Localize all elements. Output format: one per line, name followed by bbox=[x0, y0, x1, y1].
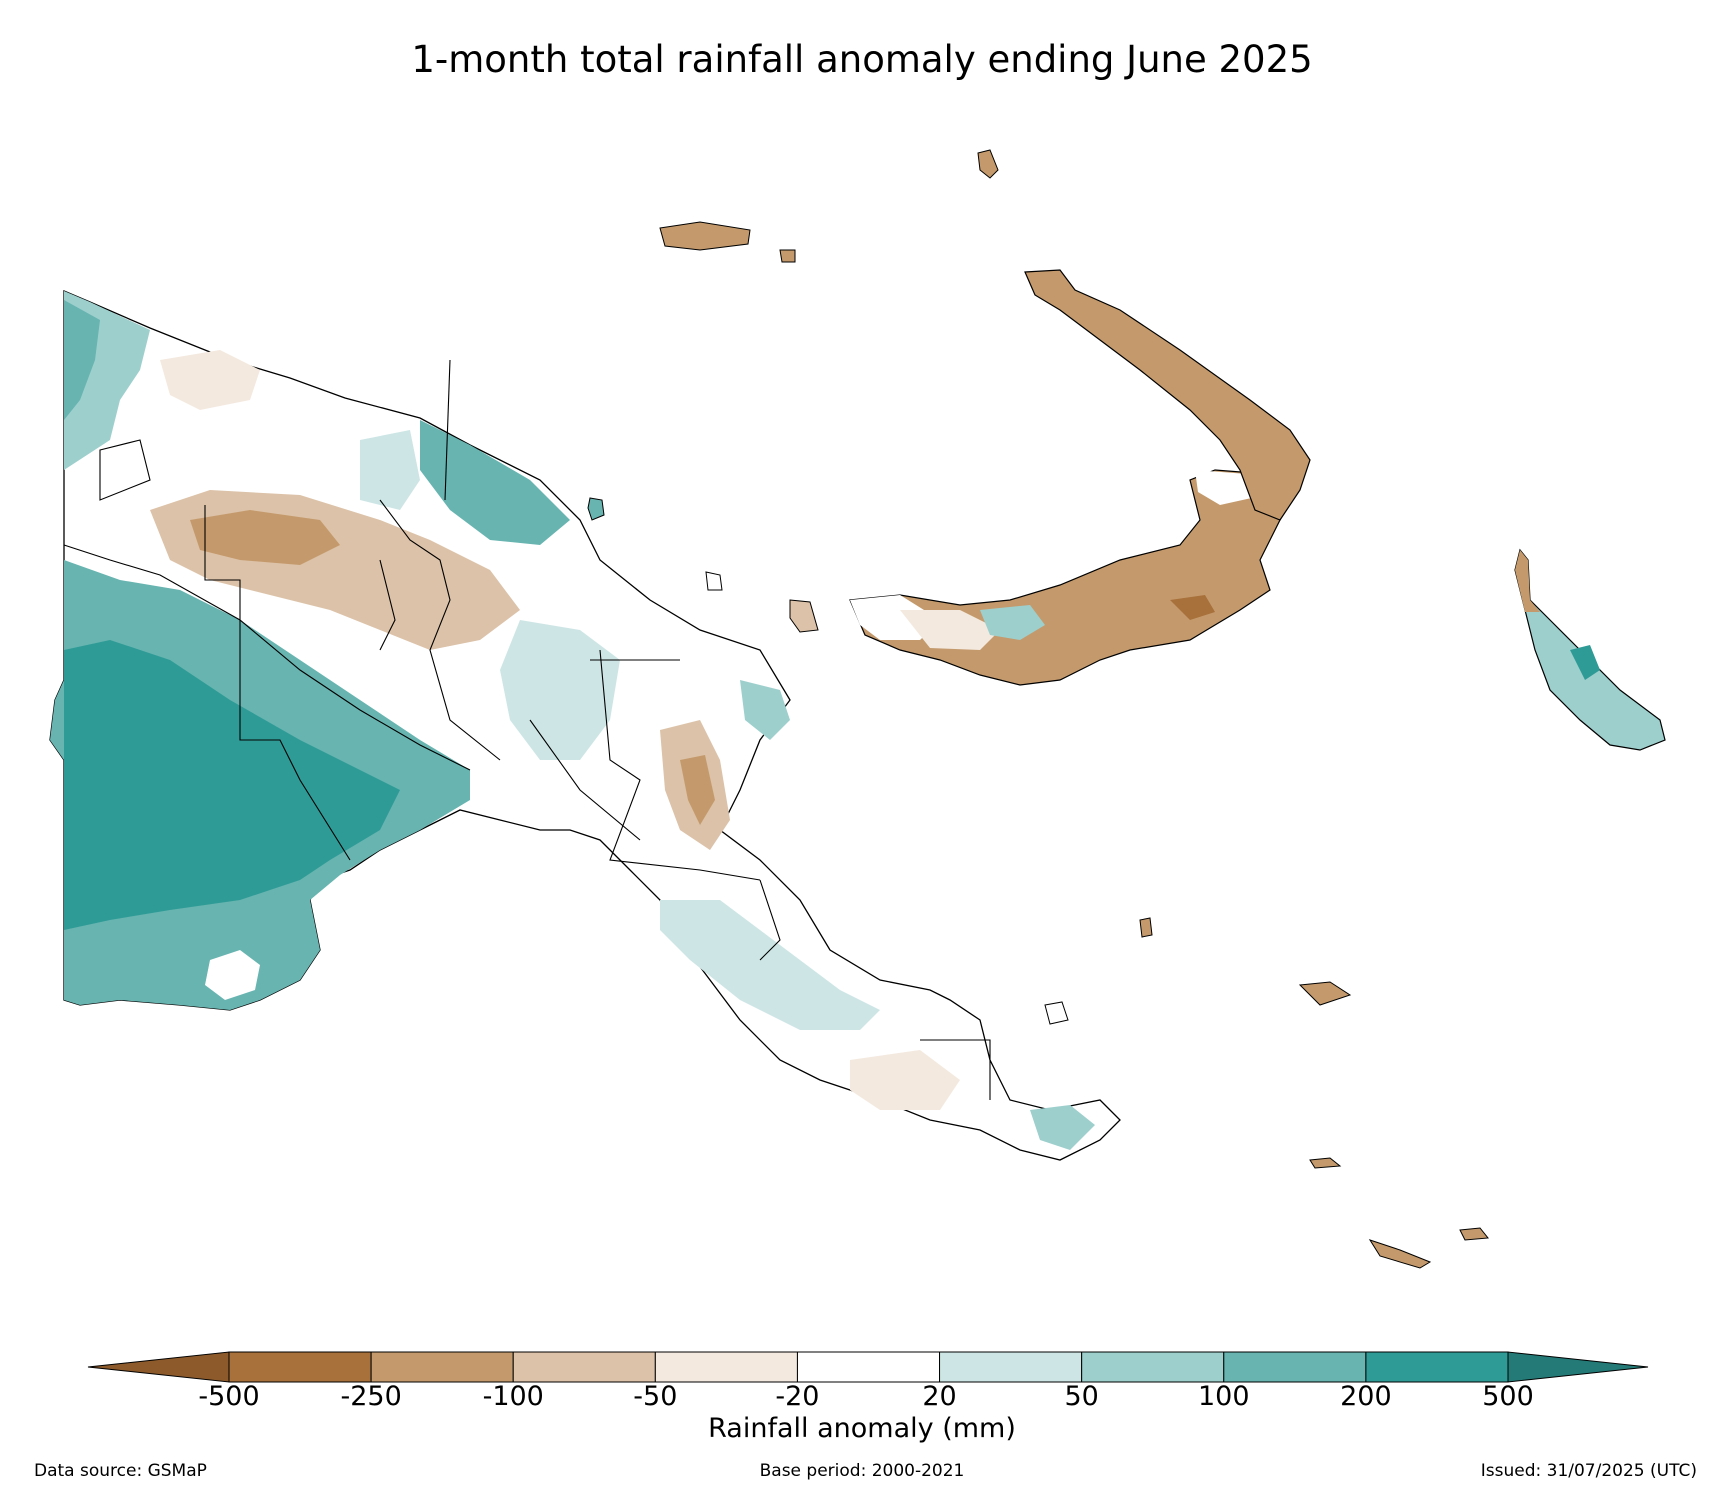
rossel-island bbox=[1459, 1227, 1489, 1241]
bougainville bbox=[1514, 548, 1666, 751]
colorbar-swatch bbox=[1081, 1351, 1225, 1383]
bougainville-outline bbox=[1514, 548, 1666, 751]
region-teal-milne bbox=[1030, 1105, 1095, 1150]
provincial-boundaries bbox=[63, 359, 991, 1100]
trobriand-island bbox=[1044, 1001, 1069, 1025]
tagula-island bbox=[1368, 1239, 1432, 1269]
manus-island bbox=[659, 221, 751, 251]
region-teal-markham bbox=[740, 680, 790, 740]
colorbar-tick-label: -20 bbox=[775, 1381, 820, 1412]
bougainville-brown-north bbox=[1515, 550, 1540, 612]
region-darker-brown-morobe bbox=[680, 755, 715, 825]
woodlark-island bbox=[1298, 981, 1352, 1006]
northern-islands bbox=[587, 149, 999, 633]
colorbar-tick-label: -500 bbox=[198, 1381, 260, 1412]
colorbar-tick-label: -50 bbox=[633, 1381, 678, 1412]
small-island-a bbox=[977, 149, 999, 179]
region-lightbrown-north bbox=[160, 350, 260, 410]
region-dark-teal-southwest bbox=[64, 640, 400, 930]
colorbar-tick-label: -100 bbox=[482, 1381, 544, 1412]
data-source: Data source: GSMaP bbox=[34, 1461, 207, 1481]
colorbar-tick-label: 200 bbox=[1340, 1381, 1392, 1412]
new-britain-lightbrown-west bbox=[900, 610, 1000, 650]
colorbar-extend-low bbox=[87, 1351, 230, 1383]
colorbar bbox=[87, 1351, 1649, 1383]
region-teal-sepik-coast bbox=[420, 420, 570, 545]
region-mid-teal-northwest bbox=[64, 300, 100, 420]
colorbar-tick-label: 20 bbox=[922, 1381, 957, 1412]
colorbar-swatch bbox=[228, 1351, 372, 1383]
colorbar-swatch bbox=[1223, 1351, 1367, 1383]
karkar-island bbox=[587, 497, 605, 521]
goodenough-island bbox=[1139, 917, 1153, 938]
region-white-south-patch bbox=[205, 950, 260, 1000]
colorbar-tick-label: 100 bbox=[1197, 1381, 1250, 1412]
issued-date: Issued: 31/07/2025 (UTC) bbox=[1480, 1461, 1697, 1481]
colorbar-tick-label: 500 bbox=[1482, 1381, 1534, 1412]
colorbar-tick-label: -250 bbox=[340, 1381, 402, 1412]
region-darker-brown-highlands bbox=[190, 510, 340, 565]
misima-island bbox=[1309, 1157, 1342, 1169]
bougainville-darkteal bbox=[1570, 645, 1600, 680]
region-lightbrown-oro bbox=[850, 1050, 960, 1110]
region-light-teal-southeast bbox=[660, 900, 880, 1030]
colorbar-extend-high bbox=[1507, 1351, 1649, 1383]
mainland bbox=[49, 290, 1121, 1161]
colorbar-swatch bbox=[370, 1351, 514, 1383]
small-island-c bbox=[705, 571, 723, 591]
colorbar-tick-label: 50 bbox=[1064, 1381, 1099, 1412]
small-island-b bbox=[779, 249, 796, 263]
southeastern-islands bbox=[1044, 917, 1489, 1269]
colorbar-swatch bbox=[1365, 1351, 1509, 1383]
region-light-teal-central bbox=[500, 620, 620, 760]
region-light-teal-north bbox=[360, 430, 420, 510]
new-ireland bbox=[1024, 269, 1311, 521]
colorbar-swatch bbox=[796, 1351, 941, 1383]
colorbar-swatch bbox=[939, 1351, 1083, 1383]
new-britain-darkbrown bbox=[1170, 595, 1215, 620]
base-period: Base period: 2000-2021 bbox=[759, 1461, 965, 1481]
colorbar-swatch bbox=[512, 1351, 656, 1383]
map-title: 1-month total rainfall anomaly ending Ju… bbox=[411, 38, 1313, 81]
new-britain-teal-patch bbox=[980, 605, 1045, 640]
new-britain bbox=[849, 469, 1291, 686]
small-island-d bbox=[789, 599, 819, 633]
colorbar-label: Rainfall anomaly (mm) bbox=[708, 1413, 1016, 1444]
colorbar-swatch bbox=[654, 1351, 798, 1383]
